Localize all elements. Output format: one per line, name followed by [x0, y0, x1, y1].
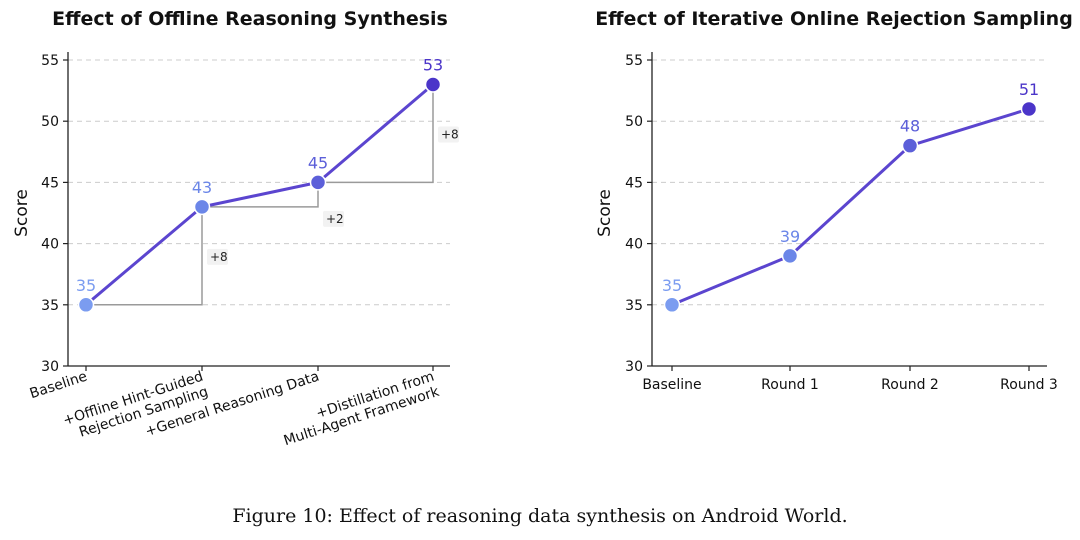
y-tick-label: 30	[41, 359, 59, 375]
data-label: 51	[1019, 80, 1039, 99]
data-label: 35	[76, 276, 96, 295]
y-tick-label: 30	[625, 359, 643, 375]
data-point	[663, 296, 681, 314]
y-tick-label: 45	[625, 175, 643, 191]
data-point	[309, 174, 327, 191]
y-tick-label: 40	[41, 237, 59, 253]
delta-label: +8	[210, 250, 228, 264]
y-axis-label: Score	[12, 189, 32, 237]
y-tick-label: 55	[625, 53, 643, 69]
data-point	[1020, 100, 1038, 118]
chart-title: Effect of Iterative Online Rejection Sam…	[595, 8, 1073, 30]
y-tick-label: 50	[41, 114, 59, 130]
y-tick-label: 35	[625, 298, 643, 314]
delta-label-bg	[438, 126, 459, 143]
delta-connector	[86, 206, 203, 306]
delta-label: +2	[326, 212, 344, 226]
data-point	[424, 76, 442, 93]
data-point	[77, 296, 95, 314]
chart-offline-reasoning: Effect of Offline Reasoning Synthesis 30 3…	[12, 8, 459, 449]
x-tick-label: Round 3	[1000, 377, 1058, 393]
chart-title: Effect of Offline Reasoning Synthesis	[52, 8, 448, 30]
y-tick-label: 40	[625, 237, 643, 253]
data-label: 53	[423, 55, 443, 74]
chart-online-rejection-sampling: Effect of Iterative Online Rejection Sam…	[595, 8, 1073, 393]
figure-caption: Figure 10: Effect of reasoning data synt…	[232, 505, 848, 527]
y-tick-label: 55	[41, 53, 59, 69]
series-line	[84, 82, 435, 307]
data-point	[781, 247, 799, 265]
x-tick-label: Round 2	[881, 377, 939, 393]
data-label: 35	[662, 276, 682, 295]
data-label: 45	[308, 153, 328, 172]
series-line	[670, 107, 1031, 307]
y-tick-label: 45	[41, 175, 59, 191]
delta-label-bg	[323, 210, 344, 227]
delta-connector	[318, 84, 434, 184]
x-tick-label: Baseline	[642, 377, 701, 393]
y-axis-label: Score	[595, 189, 615, 237]
y-tick-label: 50	[625, 114, 643, 130]
data-point	[193, 198, 211, 216]
data-label: 43	[192, 178, 212, 197]
delta-label: +8	[441, 127, 459, 141]
delta-label-bg	[207, 248, 228, 265]
x-tick-label: Round 1	[761, 377, 819, 393]
data-label: 39	[780, 227, 800, 246]
data-label: 48	[900, 117, 920, 136]
data-point	[901, 137, 919, 154]
y-tick-label: 35	[41, 298, 59, 314]
